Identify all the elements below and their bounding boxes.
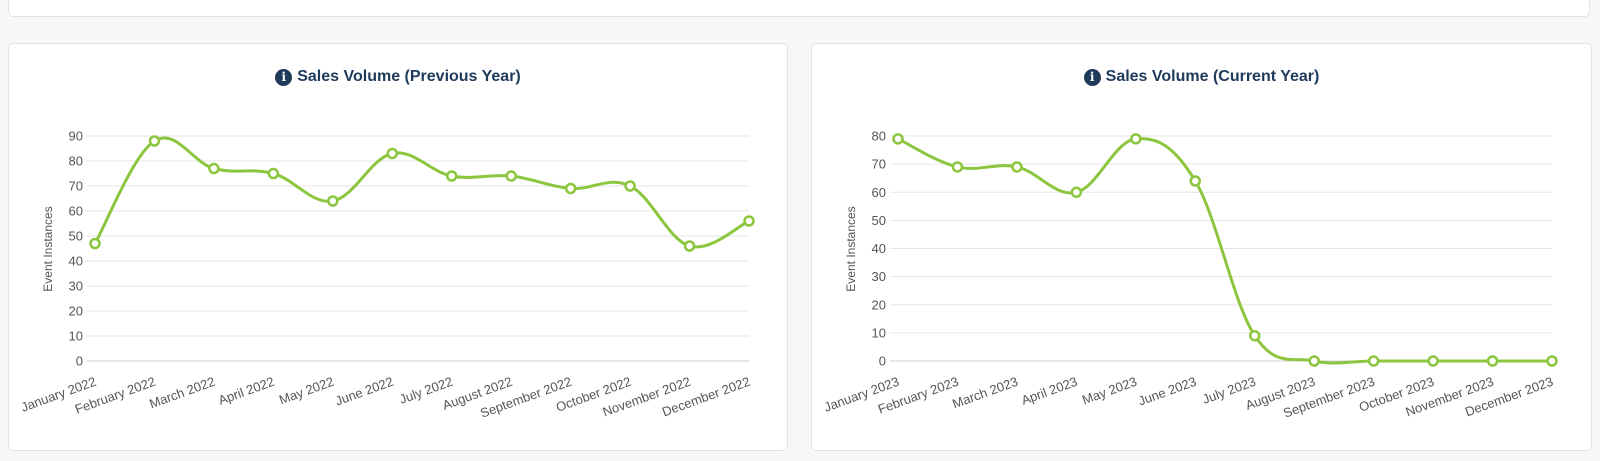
y-axis-title: Event Instances <box>41 206 55 291</box>
data-point[interactable] <box>1189 175 1202 187</box>
y-tick-label: 80 <box>872 129 886 144</box>
x-tick-label: April 2022 <box>216 374 276 408</box>
y-tick-label: 60 <box>69 204 83 219</box>
y-tick-label: 0 <box>76 354 83 369</box>
info-circle-icon[interactable]: i <box>1083 68 1101 86</box>
x-tick-label: March 2022 <box>147 374 217 412</box>
data-point[interactable] <box>951 161 964 173</box>
y-tick-label: 60 <box>872 185 886 200</box>
data-point[interactable] <box>1486 355 1499 367</box>
data-point[interactable] <box>1367 355 1380 367</box>
data-point[interactable] <box>1011 161 1023 173</box>
data-point[interactable] <box>148 135 161 147</box>
data-point[interactable] <box>386 147 399 160</box>
series-line <box>93 136 750 249</box>
y-tick-label: 40 <box>872 241 886 256</box>
data-point[interactable] <box>892 133 904 145</box>
y-tick-label: 70 <box>872 157 886 172</box>
data-point[interactable] <box>89 237 101 250</box>
x-tick-label: March 2023 <box>950 374 1020 412</box>
data-point[interactable] <box>743 215 755 227</box>
info-circle-icon[interactable]: i <box>275 68 293 86</box>
data-point[interactable] <box>1248 329 1261 342</box>
data-point[interactable] <box>1546 355 1558 367</box>
x-tick-label: June 2023 <box>1136 374 1198 409</box>
data-point[interactable] <box>208 162 220 175</box>
y-tick-label: 50 <box>872 213 886 228</box>
data-point[interactable] <box>1130 133 1142 145</box>
chart-title-current-year: i Sales Volume (Current Year) <box>812 68 1591 86</box>
x-tick-label: June 2022 <box>333 374 395 409</box>
y-tick-label: 10 <box>69 329 83 344</box>
chart-title-previous-year: i Sales Volume (Previous Year) <box>9 68 787 86</box>
y-tick-label: 40 <box>69 254 83 269</box>
x-tick-label: May 2022 <box>277 374 336 408</box>
y-axis-title: Event Instances <box>844 206 858 291</box>
data-point[interactable] <box>327 195 339 207</box>
data-point[interactable] <box>505 170 517 182</box>
x-tick-label: April 2023 <box>1019 374 1079 408</box>
y-tick-label: 10 <box>872 325 886 340</box>
y-tick-label: 0 <box>879 354 886 369</box>
chart-card-current-year: i Sales Volume (Current Year) 0 10 20 30 40 5… <box>811 43 1592 451</box>
y-tick-label: 80 <box>69 154 83 169</box>
y-tick-label: 90 <box>69 129 83 144</box>
data-point[interactable] <box>1070 186 1083 198</box>
y-tick-label: 20 <box>69 304 83 319</box>
chart-card-previous-year: i Sales Volume (Previous Year) 0 10 20 30 40… <box>8 43 788 451</box>
series-line <box>897 137 1552 365</box>
data-point[interactable] <box>683 240 696 252</box>
data-point[interactable] <box>1308 355 1320 367</box>
data-point[interactable] <box>1427 355 1439 367</box>
data-point[interactable] <box>564 182 577 195</box>
y-tick-label: 20 <box>872 297 886 312</box>
y-tick-label: 30 <box>69 279 83 294</box>
data-point[interactable] <box>267 167 280 180</box>
chart-title-text: Sales Volume (Current Year) <box>1105 68 1320 85</box>
y-tick-label: 70 <box>69 179 83 194</box>
top-panel <box>8 0 1590 17</box>
chart-title-text: Sales Volume (Previous Year) <box>297 68 521 85</box>
y-tick-label: 30 <box>872 269 886 284</box>
data-point[interactable] <box>624 180 636 192</box>
data-point[interactable] <box>445 170 458 182</box>
y-tick-label: 50 <box>69 229 83 244</box>
x-tick-label: May 2023 <box>1080 374 1139 408</box>
